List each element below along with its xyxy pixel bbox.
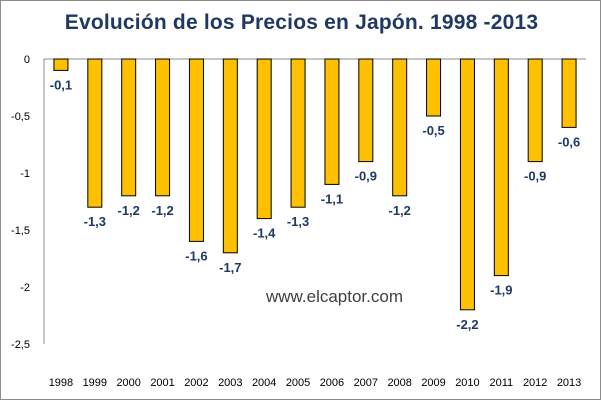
x-tick-label: 2003 <box>218 377 242 389</box>
data-label-2013: -0,6 <box>558 134 580 149</box>
data-label-2010: -2,2 <box>456 317 478 332</box>
data-label-2008: -1,2 <box>388 203 410 218</box>
data-label-1999: -1,3 <box>84 214 106 229</box>
bar-2011 <box>493 58 509 277</box>
bar-2008 <box>392 58 408 197</box>
data-label-2009: -0,5 <box>422 123 444 138</box>
bar-2012 <box>527 58 543 163</box>
data-label-2007: -0,9 <box>355 169 377 184</box>
bar-2000 <box>121 58 137 197</box>
x-tick-label: 2011 <box>489 377 513 389</box>
x-tick-label: 2009 <box>421 377 445 389</box>
y-tick-label: -0,5 <box>11 111 30 123</box>
bar-2001 <box>155 58 171 197</box>
x-tick-label: 2012 <box>523 377 547 389</box>
x-tick-label: 2001 <box>150 377 174 389</box>
data-label-2006: -1,1 <box>321 191 343 206</box>
x-tick-label: 2004 <box>252 377 276 389</box>
x-tick-label: 2002 <box>184 377 208 389</box>
bar-2010 <box>459 58 475 311</box>
x-tick-label: 2000 <box>116 377 140 389</box>
x-tick-label: 2007 <box>354 377 378 389</box>
bar-1998 <box>53 58 69 71</box>
y-tick-label: -1 <box>20 168 30 180</box>
data-label-2004: -1,4 <box>253 226 276 241</box>
bar-1999 <box>87 58 103 208</box>
y-tick-label: -2,5 <box>11 339 30 351</box>
bar-2009 <box>426 58 442 117</box>
data-label-2001: -1,2 <box>151 203 173 218</box>
x-axis: 1998 1999 2000 2001 2002 2003 2004 2005 2006 2007… <box>49 377 582 389</box>
y-tick-label: 0 <box>24 54 30 66</box>
data-labels: -0,1 -1,3 -1,2 -1,2 -1,6 -1,7 -1,4 -1,3 -1,1 -0,9… <box>50 77 581 331</box>
data-label-2005: -1,3 <box>287 214 309 229</box>
bar-2007 <box>358 58 374 163</box>
data-label-2012: -0,9 <box>524 169 546 184</box>
x-tick-label: 2008 <box>387 377 411 389</box>
y-tick-label: -1,5 <box>11 225 30 237</box>
bars <box>53 58 577 311</box>
y-tick-label: -2 <box>20 282 30 294</box>
bar-2003 <box>222 58 238 254</box>
x-tick-label: 2005 <box>286 377 310 389</box>
bar-2004 <box>256 58 272 220</box>
x-tick-label: 2010 <box>455 377 479 389</box>
data-label-2011: -1,9 <box>490 283 512 298</box>
bar-2005 <box>290 58 306 208</box>
watermark-text: www.elcaptor.com <box>266 287 403 306</box>
data-label-1998: -0,1 <box>50 77 72 92</box>
data-label-2000: -1,2 <box>117 203 139 218</box>
data-label-2003: -1,7 <box>219 260 241 275</box>
data-label-2002: -1,6 <box>185 248 207 263</box>
x-tick-label: 1998 <box>49 377 73 389</box>
x-tick-label: 1999 <box>83 377 107 389</box>
x-tick-label: 2006 <box>320 377 344 389</box>
x-tick-label: 2013 <box>557 377 581 389</box>
chart-title: Evolución de los Precios en Japón. 1998 … <box>64 11 539 34</box>
bar-2006 <box>324 58 340 185</box>
bar-2002 <box>188 58 204 242</box>
bar-2013 <box>561 58 577 128</box>
